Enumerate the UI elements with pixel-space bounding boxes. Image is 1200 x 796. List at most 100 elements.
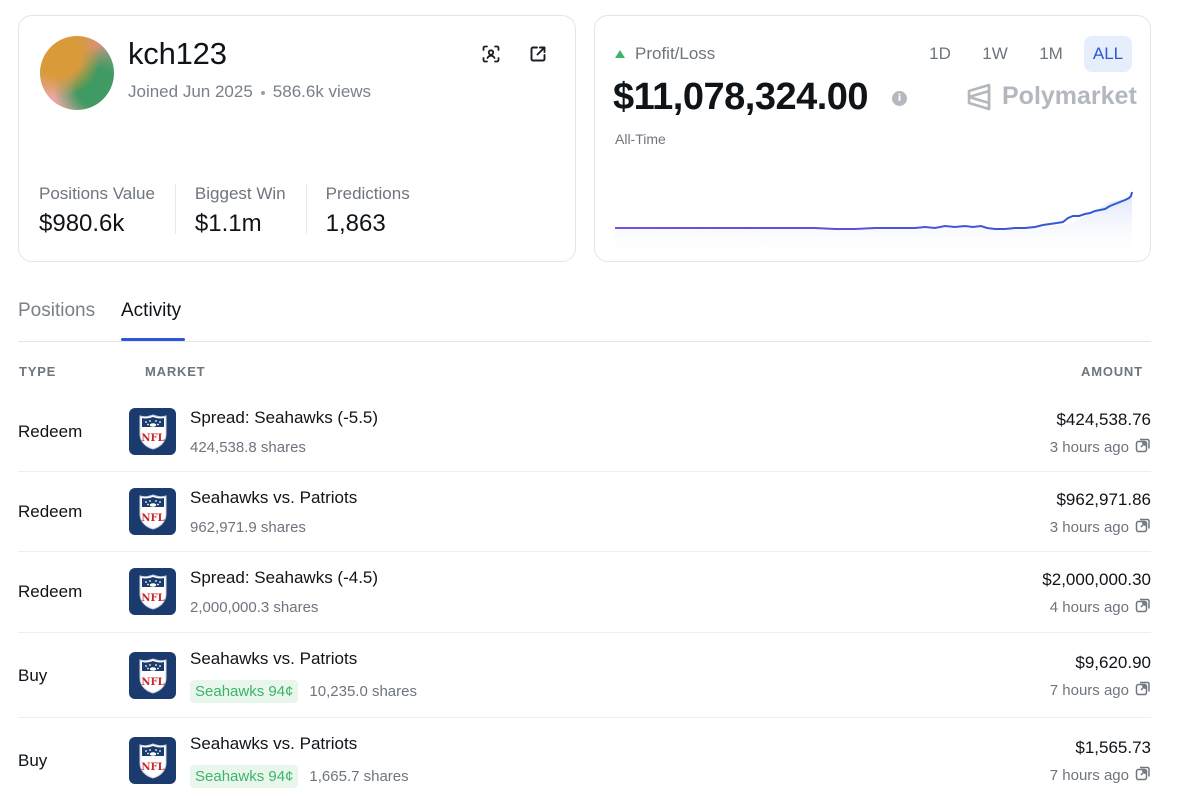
polymarket-icon	[967, 83, 991, 110]
row-divider	[18, 551, 1151, 552]
row-divider	[18, 471, 1151, 472]
range-1m-button[interactable]: 1M	[1039, 44, 1063, 63]
external-link-icon[interactable]	[1135, 765, 1151, 785]
svg-text:NFL: NFL	[141, 677, 164, 688]
nfl-logo-icon: NFL	[129, 652, 176, 699]
stat-label: Positions Value	[39, 184, 155, 203]
range-all-button[interactable]: ALL	[1084, 36, 1132, 72]
nfl-logo-icon: NFL	[129, 488, 176, 535]
external-link-icon[interactable]	[526, 42, 550, 66]
stat-label: Predictions	[325, 184, 410, 203]
activity-type: Redeem	[18, 582, 83, 601]
outcome-badge: Seahawks 94¢	[190, 765, 299, 788]
range-1w-button[interactable]: 1W	[982, 44, 1008, 63]
share-count: 962,971.9 shares	[190, 519, 306, 536]
table-row[interactable]: Redeem NFL Seahawks vs. Patriots 962,971…	[18, 472, 1151, 552]
time-ago: 7 hours ago	[1049, 766, 1129, 784]
svg-text:NFL: NFL	[141, 593, 164, 604]
profile-tabs: Positions Activity	[18, 296, 1151, 342]
market-title[interactable]: Seahawks vs. Patriots	[190, 488, 358, 507]
time-ago: 3 hours ago	[1049, 518, 1129, 536]
activity-time: 3 hours ago	[1050, 437, 1151, 457]
pnl-area	[615, 192, 1132, 261]
market-title[interactable]: Spread: Seahawks (-5.5)	[190, 408, 379, 427]
time-ago: 4 hours ago	[1049, 598, 1129, 616]
activity-time: 3 hours ago	[1050, 517, 1151, 537]
nfl-logo-icon: NFL	[129, 737, 176, 784]
market-title[interactable]: Spread: Seahawks (-4.5)	[190, 568, 379, 587]
active-tab-indicator	[121, 338, 185, 341]
row-subline: 424,538.8 shares	[190, 439, 306, 456]
external-link-icon[interactable]	[1135, 597, 1151, 617]
row-subline: 2,000,000.3 shares	[190, 599, 318, 616]
activity-amount: $1,565.73	[1075, 738, 1151, 757]
time-ago: 3 hours ago	[1049, 438, 1129, 456]
range-1d-button[interactable]: 1D	[929, 44, 951, 63]
market-title[interactable]: Seahawks vs. Patriots	[190, 649, 358, 668]
share-count: 1,665.7 shares	[309, 768, 409, 785]
column-header-market: MARKET	[145, 364, 206, 379]
svg-text:NFL: NFL	[141, 433, 164, 444]
info-icon[interactable]: i	[892, 91, 907, 106]
avatar	[40, 36, 114, 110]
separator-dot	[260, 90, 265, 95]
stat-positions-value: Positions Value $980.6k	[39, 184, 176, 237]
view-count: 586.6k views	[272, 82, 372, 101]
outcome-badge: Seahawks 94¢	[190, 680, 299, 703]
scan-icon[interactable]	[479, 42, 503, 66]
time-ago: 7 hours ago	[1049, 681, 1129, 699]
brand-name: Polymarket	[1002, 82, 1137, 110]
external-link-icon[interactable]	[1135, 517, 1151, 537]
stat-value: $1.1m	[194, 210, 262, 237]
username: kch123	[128, 36, 227, 71]
share-count: 424,538.8 shares	[190, 439, 306, 456]
tab-positions[interactable]: Positions	[18, 300, 96, 321]
nfl-logo-icon: NFL	[129, 408, 176, 455]
table-row[interactable]: Redeem NFL Spread: Seahawks (-5.5) 424,5…	[18, 392, 1151, 472]
activity-type: Buy	[18, 666, 48, 685]
activity-amount: $962,971.86	[1056, 490, 1151, 509]
pnl-value: $11,078,324.00	[613, 76, 869, 118]
column-header-type: TYPE	[19, 364, 57, 379]
activity-time: 4 hours ago	[1050, 597, 1151, 617]
svg-text:NFL: NFL	[141, 513, 164, 524]
profile-meta: Joined Jun 2025 586.6k views	[128, 82, 371, 102]
stat-value: $980.6k	[39, 210, 125, 237]
table-row[interactable]: Redeem NFL Spread: Seahawks (-4.5) 2,000…	[18, 552, 1151, 633]
activity-type: Buy	[18, 751, 48, 770]
activity-time: 7 hours ago	[1050, 680, 1151, 700]
joined-date: Joined Jun 2025	[128, 82, 253, 101]
activity-amount: $2,000,000.30	[1042, 570, 1151, 589]
pnl-card: Profit/Loss $11,078,324.00 i All-Time 1D…	[594, 15, 1151, 262]
row-subline: 962,971.9 shares	[190, 519, 306, 536]
share-count: 2,000,000.3 shares	[190, 599, 319, 616]
profile-card: kch123 Joined Jun 2025 586.6k views Posit…	[18, 15, 576, 262]
polymarket-logo: Polymarket	[966, 82, 1137, 111]
external-link-icon[interactable]	[1135, 680, 1151, 700]
activity-type: Redeem	[18, 422, 83, 441]
column-header-amount: AMOUNT	[1081, 364, 1143, 379]
stat-predictions: Predictions 1,863	[325, 184, 430, 237]
row-divider	[18, 717, 1151, 718]
share-count: 10,235.0 shares	[309, 683, 417, 700]
tab-activity[interactable]: Activity	[121, 300, 182, 321]
external-link-icon[interactable]	[1135, 437, 1151, 457]
table-row[interactable]: Buy NFL Seahawks vs. Patriots Seahawks 9…	[18, 633, 1151, 718]
pnl-label-text: Profit/Loss	[635, 44, 716, 63]
table-row[interactable]: Buy NFL Seahawks vs. Patriots Seahawks 9…	[18, 718, 1151, 796]
row-subline: Seahawks 94¢ 10,235.0 shares	[190, 680, 417, 703]
market-title[interactable]: Seahawks vs. Patriots	[190, 734, 358, 753]
up-triangle-icon	[615, 50, 625, 58]
nfl-logo-icon: NFL	[129, 568, 176, 615]
stat-biggest-win: Biggest Win $1.1m	[194, 184, 307, 237]
pnl-label: Profit/Loss	[615, 44, 715, 64]
row-subline: Seahawks 94¢ 1,665.7 shares	[190, 765, 409, 788]
pnl-period-label: All-Time	[615, 131, 666, 147]
pnl-chart	[615, 191, 1133, 261]
stat-label: Biggest Win	[194, 184, 286, 203]
svg-text:NFL: NFL	[141, 762, 164, 773]
activity-time: 7 hours ago	[1050, 765, 1151, 785]
activity-amount: $9,620.90	[1075, 653, 1151, 672]
profile-stats: Positions Value $980.6k Biggest Win $1.1…	[39, 184, 449, 237]
stat-value: 1,863	[325, 210, 386, 237]
